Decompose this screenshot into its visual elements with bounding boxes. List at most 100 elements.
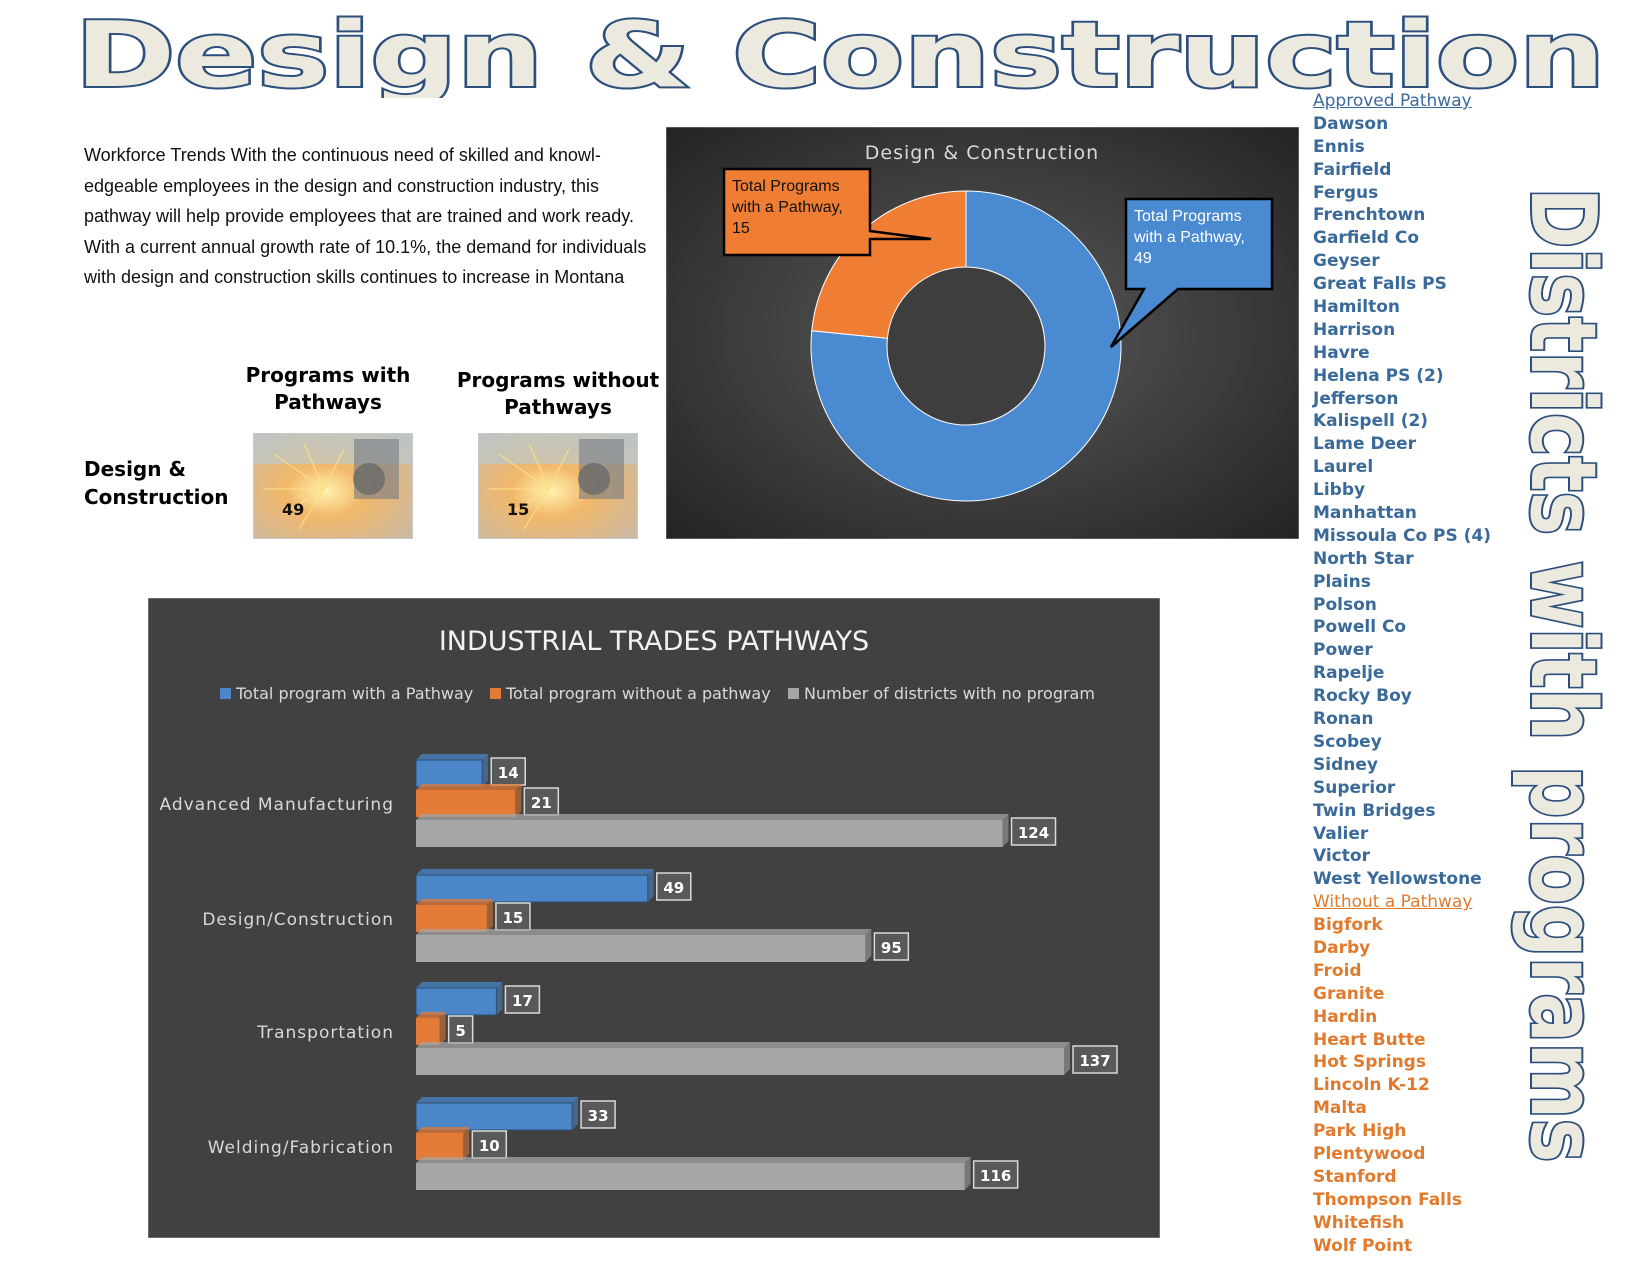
- bar-side-face: [482, 754, 489, 787]
- row-header-line1: Design &: [84, 457, 186, 481]
- district-approved-item: Fergus: [1313, 182, 1379, 203]
- legend-swatch: [220, 688, 231, 699]
- bar-side-face: [1064, 1042, 1071, 1075]
- page-title-text: Design & Construction: [75, 6, 1605, 98]
- district-approved-item: Laurel: [1313, 457, 1374, 478]
- data-label: 116: [980, 1167, 1011, 1185]
- with-pathway-image: 49: [253, 433, 413, 539]
- district-approved-item: Dawson: [1313, 113, 1389, 134]
- district-approved-item: Great Falls PS: [1313, 274, 1447, 295]
- bar-side-face: [463, 1127, 470, 1160]
- district-approved-item: West Yellowstone: [1313, 869, 1482, 890]
- district-approved-item: Polson: [1313, 594, 1377, 615]
- welding-sparks-image: [254, 434, 412, 538]
- district-approved-item: Plains: [1313, 571, 1371, 592]
- legend-swatch: [490, 688, 501, 699]
- district-approved-item: Rocky Boy: [1313, 686, 1412, 707]
- district-approved-item: Lame Deer: [1313, 434, 1417, 455]
- data-label: 137: [1079, 1052, 1110, 1070]
- data-label: 33: [588, 1107, 609, 1125]
- data-label: 10: [479, 1137, 500, 1155]
- legend-label: Total program without a pathway: [505, 684, 771, 703]
- approved-pathway-header-link[interactable]: Approved Pathway: [1313, 91, 1472, 111]
- callout-text: with a Pathway,: [1133, 229, 1245, 246]
- callout-box-without: [722, 167, 932, 257]
- district-list: Approved Pathway Dawson Ennis Fairfield Ferg…: [1313, 90, 1513, 1257]
- bar-side-face: [439, 1012, 446, 1045]
- district-approved-item: Jefferson: [1313, 388, 1399, 409]
- data-label: 49: [663, 879, 684, 897]
- bar-side-face: [647, 869, 654, 902]
- district-approved-item: Twin Bridges: [1313, 800, 1436, 821]
- data-label-box: [1010, 817, 1057, 846]
- data-label-box: [972, 1160, 1019, 1189]
- district-approved-item: Sidney: [1313, 754, 1378, 775]
- bar: [416, 820, 1003, 847]
- bar-top-face: [416, 1097, 579, 1103]
- bar-top-face: [416, 982, 503, 988]
- bar-chart: INDUSTRIAL TRADES PATHWAYS Total program…: [148, 598, 1160, 1238]
- data-label-box: [656, 872, 692, 901]
- bar-top-face: [416, 929, 872, 935]
- category-label: Welding/Fabrication: [208, 1138, 394, 1158]
- district-approved-item: Manhattan: [1313, 503, 1417, 524]
- bar-side-face: [1002, 814, 1009, 847]
- district-approved-item: North Star: [1313, 548, 1414, 569]
- side-title-text: Districts with programs: [1510, 188, 1615, 1163]
- district-without-item: Hardin: [1313, 1006, 1378, 1027]
- data-label: 5: [455, 1022, 465, 1040]
- bar-top-face: [416, 1127, 470, 1133]
- district-approved-item: Victor: [1313, 846, 1370, 867]
- data-label-box: [504, 985, 541, 1014]
- district-without-item: Wolf Point: [1313, 1235, 1413, 1256]
- bar-side-face: [964, 1157, 971, 1190]
- side-title: Districts with programs: [1508, 185, 1620, 1165]
- row-header-line2: Construction: [84, 485, 229, 509]
- donut-slice: [810, 190, 1122, 502]
- bar-top-face: [416, 899, 493, 905]
- district-approved-item: Rapelje: [1313, 663, 1385, 684]
- intro-paragraph: Workforce Trends With the continuous nee…: [84, 145, 647, 288]
- callout-box-with: [1109, 197, 1274, 348]
- category-label: Advanced Manufacturing: [160, 795, 394, 815]
- district-approved-item: Valier: [1313, 823, 1369, 844]
- bar: [415, 987, 497, 1016]
- col-header-without: Programs without Pathways: [448, 367, 668, 421]
- district-without-item: Plentywood: [1313, 1143, 1426, 1164]
- data-label: 14: [498, 764, 519, 782]
- callout-text: Total Programs: [732, 178, 840, 195]
- bar-top-face: [416, 1157, 971, 1163]
- district-approved-item: Libby: [1313, 480, 1366, 501]
- data-label: 95: [881, 939, 902, 957]
- bar-side-face: [515, 784, 522, 817]
- donut-slice: [811, 190, 967, 339]
- district-approved-item: Hamilton: [1313, 297, 1400, 318]
- bar: [416, 935, 866, 962]
- bar-top-face: [416, 784, 522, 790]
- legend-swatch: [788, 688, 799, 699]
- donut-hole: [888, 268, 1044, 424]
- district-approved-item: Powell Co: [1313, 617, 1407, 638]
- category-label: Transportation: [256, 1023, 394, 1043]
- without-pathway-header-link[interactable]: Without a Pathway: [1313, 892, 1473, 913]
- bar: [415, 874, 649, 903]
- row-header: Design & Construction: [84, 455, 228, 511]
- bar-top-face: [416, 1012, 446, 1018]
- district-without-item: Lincoln K-12: [1313, 1075, 1430, 1096]
- with-pathway-value: 49: [282, 500, 305, 519]
- welding-sparks-image: [479, 434, 637, 538]
- bar: [416, 790, 516, 817]
- callout-text: 15: [732, 220, 750, 237]
- bar-top-face: [416, 754, 489, 760]
- bar: [416, 1018, 440, 1045]
- data-label-box: [1072, 1045, 1118, 1074]
- bar-side-face: [572, 1097, 579, 1130]
- district-approved-item: Garfield Co: [1313, 228, 1420, 249]
- without-pathway-value: 15: [507, 500, 530, 519]
- district-without-item: Darby: [1313, 937, 1371, 958]
- district-approved-item: Havre: [1313, 342, 1370, 363]
- col-header-with: Programs with Pathways: [228, 362, 428, 416]
- bar-side-face: [496, 982, 503, 1015]
- district-without-item: Malta: [1313, 1098, 1367, 1119]
- district-approved-item: Fairfield: [1313, 159, 1392, 180]
